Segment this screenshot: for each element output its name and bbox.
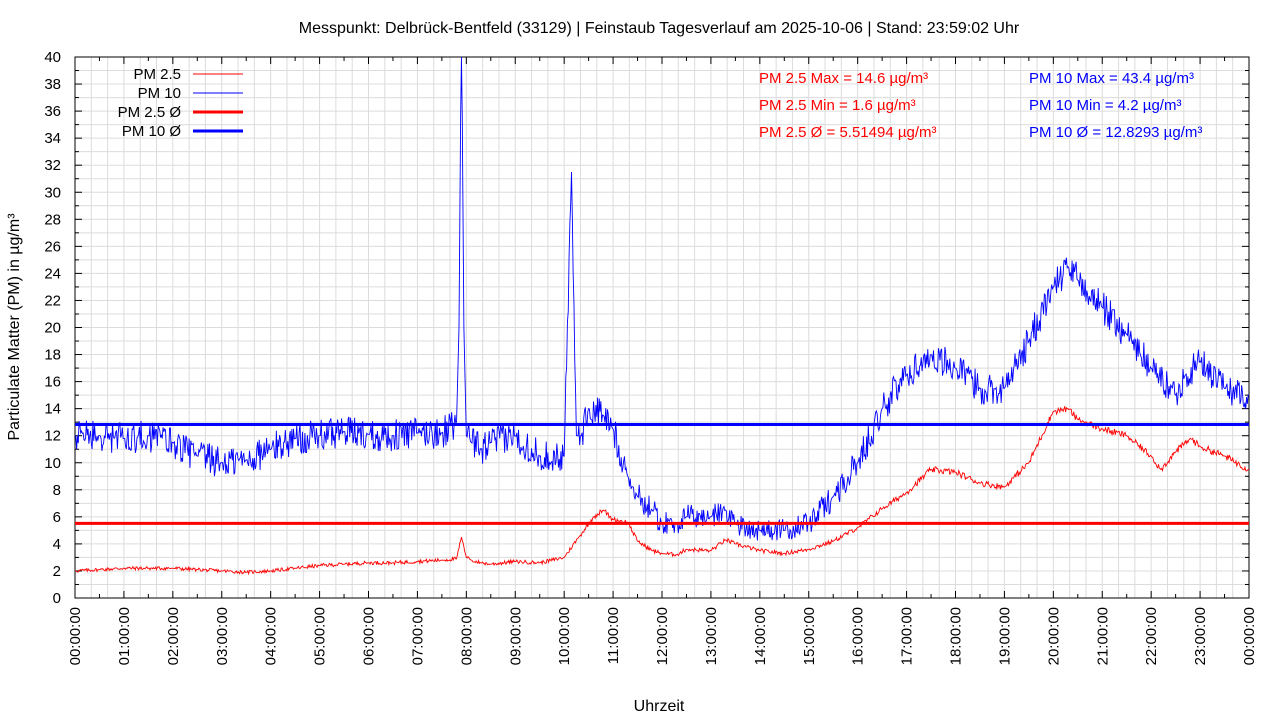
stat-annotation: PM 2.5 Max = 14.6 µg/m³ bbox=[759, 70, 928, 87]
y-tick-label: 18 bbox=[44, 347, 61, 364]
x-tick-label: 12:00:00 bbox=[654, 607, 671, 665]
x-axis-label: Uhrzeit bbox=[634, 698, 685, 715]
legend-label: PM 2.5 Ø bbox=[118, 104, 182, 121]
stat-annotation: PM 10 Ø = 12.8293 µg/m³ bbox=[1029, 124, 1202, 141]
stat-annotation: PM 2.5 Ø = 5.51494 µg/m³ bbox=[759, 124, 936, 141]
x-tick-label: 09:00:00 bbox=[507, 607, 524, 665]
y-tick-label: 14 bbox=[44, 401, 61, 418]
y-axis-label: Particulate Matter (PM) in µg/m³ bbox=[6, 213, 23, 441]
x-tick-label: 10:00:00 bbox=[556, 607, 573, 665]
chart-title: Messpunkt: Delbrück-Bentfeld (33129) | F… bbox=[299, 20, 1020, 37]
y-tick-label: 34 bbox=[44, 130, 61, 147]
x-tick-label: 16:00:00 bbox=[850, 607, 867, 665]
x-tick-label: 04:00:00 bbox=[263, 607, 280, 665]
x-tick-label: 15:00:00 bbox=[801, 607, 818, 665]
y-tick-label: 30 bbox=[44, 184, 61, 201]
y-tick-label: 2 bbox=[53, 563, 61, 580]
y-tick-label: 12 bbox=[44, 428, 61, 445]
x-tick-label: 08:00:00 bbox=[458, 607, 475, 665]
x-tick-label: 00:00:00 bbox=[1241, 607, 1258, 665]
x-tick-label: 02:00:00 bbox=[165, 607, 182, 665]
y-tick-label: 26 bbox=[44, 238, 61, 255]
x-tick-label: 03:00:00 bbox=[214, 607, 231, 665]
legend-label: PM 10 bbox=[138, 85, 181, 102]
y-tick-label: 10 bbox=[44, 455, 61, 472]
legend-label: PM 10 Ø bbox=[122, 123, 182, 140]
axis-ticks: 024681012141618202224262830323436384000:… bbox=[44, 49, 1258, 665]
x-tick-label: 19:00:00 bbox=[996, 607, 1013, 665]
average-lines bbox=[75, 422, 1249, 525]
y-tick-label: 38 bbox=[44, 76, 61, 93]
y-tick-label: 16 bbox=[44, 374, 61, 391]
stat-annotation: PM 2.5 Min = 1.6 µg/m³ bbox=[759, 97, 916, 114]
x-tick-label: 14:00:00 bbox=[752, 607, 769, 665]
x-tick-label: 01:00:00 bbox=[116, 607, 133, 665]
x-tick-label: 07:00:00 bbox=[409, 607, 426, 665]
y-tick-label: 24 bbox=[44, 265, 61, 282]
x-tick-label: 18:00:00 bbox=[948, 607, 965, 665]
x-tick-label: 17:00:00 bbox=[899, 607, 916, 665]
legend: PM 2.5 PM 10 PM 2.5 Ø PM 10 Ø bbox=[118, 66, 243, 140]
y-tick-label: 28 bbox=[44, 211, 61, 228]
y-tick-label: 8 bbox=[53, 482, 61, 499]
y-tick-label: 0 bbox=[53, 590, 61, 607]
y-tick-label: 20 bbox=[44, 320, 61, 337]
statistics-annotations: PM 2.5 Max = 14.6 µg/m³ PM 2.5 Min = 1.6 … bbox=[759, 70, 1202, 141]
stat-annotation: PM 10 Min = 4.2 µg/m³ bbox=[1029, 97, 1181, 114]
x-tick-label: 11:00:00 bbox=[605, 607, 622, 664]
x-tick-label: 23:00:00 bbox=[1192, 607, 1209, 665]
stat-annotation: PM 10 Max = 43.4 µg/m³ bbox=[1029, 70, 1194, 87]
y-tick-label: 4 bbox=[53, 536, 61, 553]
legend-label: PM 2.5 bbox=[133, 66, 181, 83]
grid-lines bbox=[75, 57, 1249, 598]
x-tick-label: 13:00:00 bbox=[703, 607, 720, 665]
x-tick-label: 22:00:00 bbox=[1143, 607, 1160, 665]
y-tick-label: 40 bbox=[44, 49, 61, 66]
y-tick-label: 6 bbox=[53, 509, 61, 526]
y-tick-label: 22 bbox=[44, 292, 61, 309]
x-tick-label: 20:00:00 bbox=[1045, 607, 1062, 665]
y-tick-label: 32 bbox=[44, 157, 61, 174]
x-tick-label: 06:00:00 bbox=[361, 607, 378, 665]
x-tick-label: 21:00:00 bbox=[1094, 607, 1111, 665]
x-tick-label: 00:00:00 bbox=[67, 607, 84, 665]
x-tick-label: 05:00:00 bbox=[312, 607, 329, 665]
y-tick-label: 36 bbox=[44, 103, 61, 120]
series-line-pm25 bbox=[74, 406, 1250, 576]
